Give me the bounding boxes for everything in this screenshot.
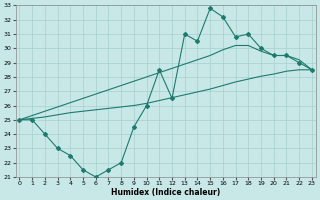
X-axis label: Humidex (Indice chaleur): Humidex (Indice chaleur) (111, 188, 220, 197)
